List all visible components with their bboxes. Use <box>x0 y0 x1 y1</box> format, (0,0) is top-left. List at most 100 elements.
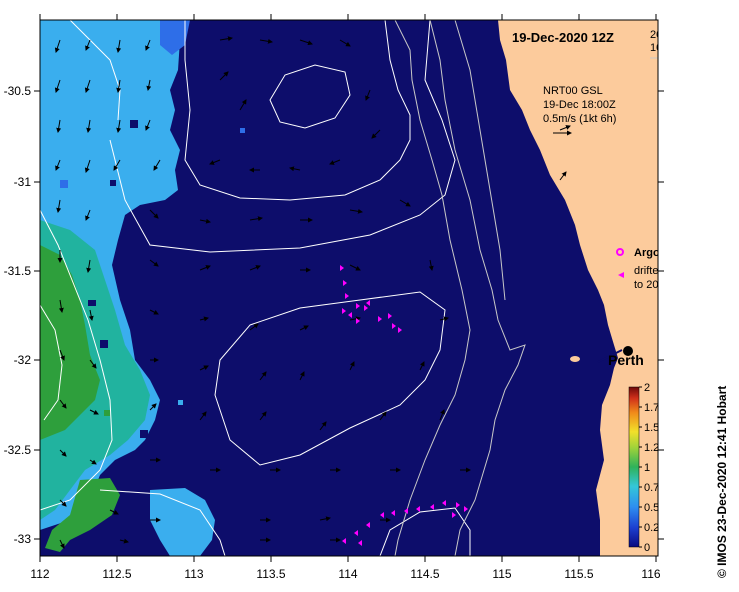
argo-symbol <box>616 248 624 256</box>
colorbar-tick-label: 0.25 <box>644 522 665 534</box>
latitude-axis: -30.5 -31 -31.5 -32 -32.5 -33 <box>4 84 664 546</box>
drifter-point <box>366 300 370 306</box>
drifter-trails <box>340 265 468 546</box>
lon-tick-label: 113.5 <box>256 567 285 581</box>
map-plot-area[interactable]: Perth 19-Dec-2020 12Z 200m 1000m NRT00 G… <box>40 20 696 556</box>
colorbar-tick-labels: 2 1.75 1.5 1.25 1 0.75 0.5 0.25 0 <box>644 382 665 554</box>
vector-scale-label: 0.5m/s (1kt 6h) <box>543 113 616 125</box>
drifter-point <box>348 312 352 318</box>
perth-city-marker[interactable]: Perth <box>608 346 644 368</box>
contour-south-east <box>379 507 471 556</box>
drifter-point <box>416 506 420 512</box>
sea-level-contours <box>40 20 471 556</box>
contour-trough <box>109 20 456 253</box>
lon-tick-label: 113 <box>184 567 203 581</box>
lon-tick-label: 114 <box>338 567 357 581</box>
argo-label: Argo <box>634 247 660 259</box>
sst-speckle-pixels <box>60 120 245 438</box>
colorbar-ticks <box>639 386 642 548</box>
isobath-lines <box>394 20 526 556</box>
product-time: 19-Dec 18:00Z <box>543 99 616 111</box>
contour-west-edge <box>40 304 63 421</box>
drifter-point <box>342 538 346 544</box>
drifter-point <box>388 313 392 319</box>
sst-light-patch-south <box>150 488 215 556</box>
contour-south <box>99 489 226 556</box>
colorbar-tick-label: 1.5 <box>644 422 659 434</box>
map-title: 19-Dec-2020 12Z <box>512 30 614 45</box>
contour-eddy-north-inner <box>269 64 351 129</box>
isobath-label-200m: 200m <box>650 29 678 41</box>
lat-tick-label: -32 <box>14 353 32 367</box>
contour-western <box>40 209 113 511</box>
drifter-point <box>366 522 370 528</box>
drifter-point <box>340 265 344 271</box>
drifters-label-1: drifters@6h <box>634 265 691 277</box>
lat-tick-label: -31 <box>14 175 32 189</box>
contour-eddy-central <box>214 291 446 466</box>
isobath-label-1000m: 1000m <box>650 42 684 54</box>
drifter-point <box>364 305 368 311</box>
drifter-point <box>342 308 346 314</box>
colorbar-title: Age (days) of filled SST (wrt latest) <box>673 384 685 554</box>
isobath-1000m <box>394 20 471 556</box>
imos-credit: © IMOS 23-Dec-2020 12:41 Hobart <box>715 386 729 578</box>
colorbar-tick-label: 0.75 <box>644 482 665 494</box>
swan-river <box>597 349 623 363</box>
estuary-patch <box>570 356 580 362</box>
drifter-legend-symbol <box>618 272 624 278</box>
lon-tick-label: 112.5 <box>102 567 131 581</box>
contour-eddy-north-outer <box>184 20 411 201</box>
drifter-point <box>345 293 349 299</box>
sst-green-region <box>40 245 100 440</box>
colorbar-tick-label: 2 <box>644 382 650 394</box>
drifter-point <box>392 323 396 329</box>
drifter-point <box>404 508 408 514</box>
longitude-axis: 112 112.5 113 113.5 114 114.5 115 115.5 … <box>30 14 661 581</box>
lat-tick-label: -32.5 <box>4 443 32 457</box>
lat-tick-label: -30.5 <box>4 84 32 98</box>
lon-tick-label: 114.5 <box>410 567 439 581</box>
vector-legend: NRT00 GSL 19-Dec 18:00Z 0.5m/s (1kt 6h) <box>543 85 616 136</box>
lon-tick-label: 115.5 <box>564 567 593 581</box>
isobath-inner <box>454 20 506 301</box>
drifter-point <box>452 512 456 518</box>
lat-tick-marks <box>34 90 664 540</box>
drifter-point <box>380 512 384 518</box>
lat-tick-label: -31.5 <box>4 264 32 278</box>
contour-north-west <box>69 20 121 121</box>
colorbar-tick-label: 1.75 <box>644 402 665 414</box>
lon-tick-label: 116 <box>641 567 660 581</box>
lon-tick-label: 115 <box>492 567 511 581</box>
colorbar-tick-label: 1 <box>644 462 650 474</box>
drifter-point <box>442 500 446 506</box>
drifter-point <box>464 506 468 512</box>
drifter-point <box>398 327 402 333</box>
current-vectors <box>54 36 571 549</box>
city-label: Perth <box>608 352 644 368</box>
drifter-point <box>391 510 395 516</box>
lat-tick-label: -33 <box>14 532 32 546</box>
drifter-point <box>430 504 434 510</box>
sst-light-patch-top <box>160 20 190 55</box>
land-western-australia <box>498 20 658 556</box>
isobath-legend: 200m 1000m <box>650 29 684 59</box>
drifter-point <box>356 303 360 309</box>
colorbar-tick-label: 1.25 <box>644 442 665 454</box>
colorbar-tick-label: 0.5 <box>644 502 659 514</box>
colorbar-tick-label: 0 <box>644 542 650 554</box>
perth-location-dot[interactable] <box>623 346 633 356</box>
drifter-point <box>358 540 362 546</box>
drifter-point <box>378 316 382 322</box>
drifter-point <box>456 502 460 508</box>
drifter-point <box>354 530 358 536</box>
drifter-point <box>343 280 347 286</box>
plot-frame <box>39 19 659 557</box>
sst-green-patch-south <box>45 478 120 552</box>
lon-tick-marks <box>39 14 657 562</box>
drifter-point <box>356 318 360 324</box>
colorbar-gradient <box>628 386 640 548</box>
product-name: NRT00 GSL <box>543 85 603 97</box>
age-colorbar: 2 1.75 1.5 1.25 1 0.75 0.5 0.25 0 Age (d… <box>628 382 685 554</box>
